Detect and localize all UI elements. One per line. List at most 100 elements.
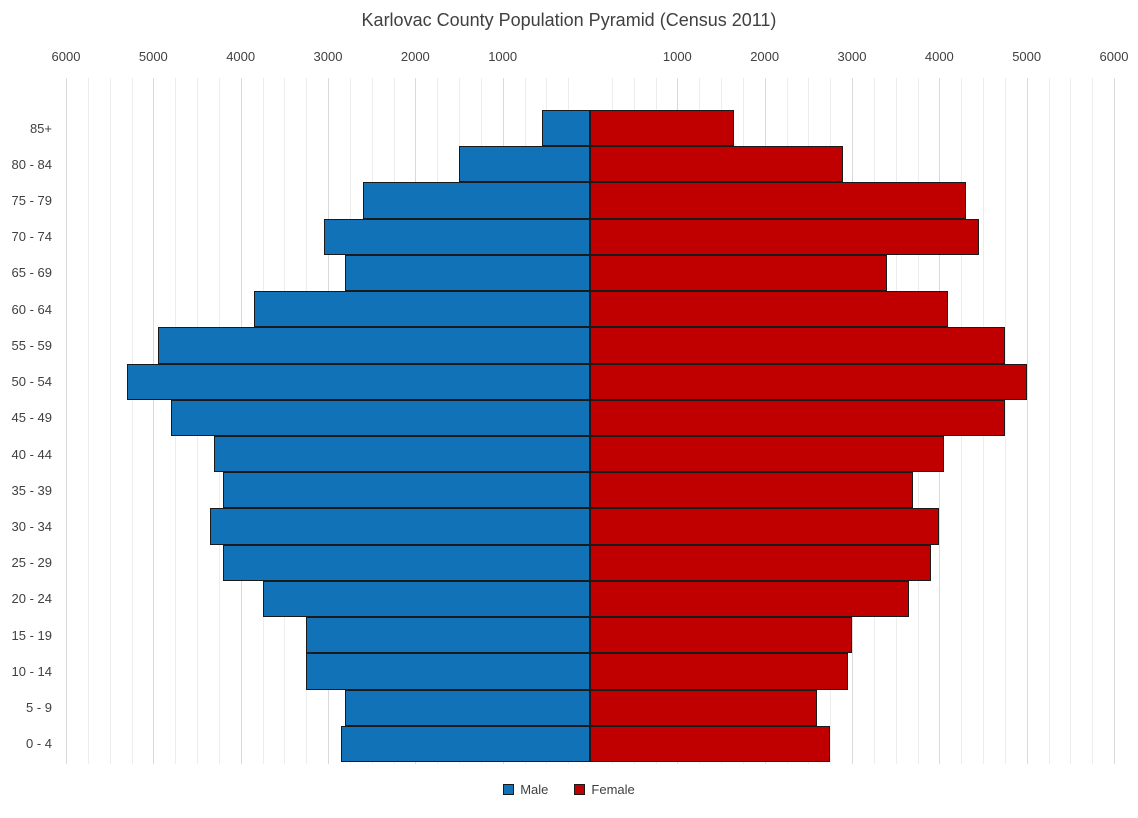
pyramid-row	[66, 399, 1114, 436]
bars-region	[66, 110, 1114, 762]
female-bar	[590, 653, 848, 690]
axis-tick-label: 4000	[924, 49, 954, 64]
male-bar	[362, 182, 590, 219]
pyramid-row	[66, 544, 1114, 581]
category-label: 55 - 59	[11, 337, 52, 353]
female-swatch	[574, 784, 586, 795]
male-swatch	[503, 784, 515, 795]
category-label: 10 - 14	[11, 663, 52, 679]
male-bar	[157, 327, 590, 364]
pyramid-row	[66, 291, 1114, 328]
category-label: 45 - 49	[11, 410, 52, 426]
male-bar	[210, 508, 590, 545]
pyramid-row	[66, 653, 1114, 690]
male-bar	[253, 291, 590, 328]
pyramid-row	[66, 327, 1114, 364]
category-label: 0 - 4	[25, 736, 52, 752]
female-bar	[590, 435, 944, 473]
category-label: 40 - 44	[11, 446, 52, 462]
axis-tick-label: 2000	[750, 49, 780, 64]
female-bar	[590, 399, 1005, 436]
minor-gridline	[131, 78, 133, 764]
minor-gridline	[1048, 78, 1050, 764]
pyramid-row	[66, 472, 1114, 509]
male-bar	[323, 218, 590, 255]
major-gridline	[66, 78, 67, 764]
male-bar	[170, 399, 590, 436]
minor-gridline	[109, 78, 111, 764]
minor-gridline	[1004, 78, 1006, 764]
axis-tick-label: 1000	[488, 49, 518, 64]
female-bar	[590, 544, 931, 581]
category-label: 50 - 54	[11, 374, 52, 390]
female-bar	[590, 689, 818, 726]
female-bar	[590, 182, 966, 219]
male-bar	[459, 146, 590, 183]
pyramid-row	[66, 725, 1114, 762]
legend-item-male: Male	[503, 782, 548, 797]
major-gridline	[153, 78, 155, 764]
legend: Male Female	[0, 782, 1138, 797]
female-bar	[590, 218, 979, 255]
plot-area	[66, 78, 1115, 764]
male-bar	[223, 544, 590, 581]
category-label: 15 - 19	[11, 627, 52, 643]
male-bar	[345, 254, 590, 292]
category-label: 70 - 74	[11, 229, 52, 245]
pyramid-row	[66, 580, 1114, 618]
female-bar	[590, 291, 949, 328]
pyramid-row	[66, 617, 1114, 654]
female-bar	[590, 617, 852, 654]
category-label: 30 - 34	[11, 519, 52, 535]
pyramid-row	[66, 363, 1114, 400]
pyramid-row	[66, 435, 1114, 473]
male-bar	[127, 363, 590, 400]
female-bar	[590, 327, 1005, 364]
major-gridline	[1026, 78, 1028, 764]
category-label: 35 - 39	[11, 482, 52, 498]
pyramid-row	[66, 146, 1114, 183]
category-label: 5 - 9	[25, 700, 52, 716]
axis-tick-label: 2000	[400, 49, 430, 64]
axis-tick-label: 3000	[837, 49, 867, 64]
minor-gridline	[87, 78, 89, 764]
minor-gridline	[1092, 78, 1094, 764]
category-label: 75 - 79	[11, 193, 52, 209]
male-bar	[306, 653, 590, 690]
male-bar	[223, 472, 590, 509]
pyramid-row	[66, 218, 1114, 255]
axis-tick-label: 6000	[1099, 49, 1129, 64]
female-bar	[590, 580, 909, 618]
legend-male-label: Male	[520, 782, 549, 797]
axis-tick-label: 6000	[51, 49, 81, 64]
axis-tick-label: 4000	[226, 49, 256, 64]
male-bar	[345, 689, 590, 726]
chart-title: Karlovac County Population Pyramid (Cens…	[361, 10, 777, 30]
pyramid-row	[66, 182, 1114, 219]
male-bar	[306, 617, 590, 654]
female-bar	[590, 472, 914, 509]
category-label: 60 - 64	[11, 301, 52, 317]
pyramid-row	[66, 254, 1114, 292]
male-bar	[214, 435, 590, 473]
legend-female-label: Female	[591, 782, 635, 797]
category-axis: 85+ 80 - 84 75 - 79 70 - 74 65 - 69 60 - 64 55…	[0, 110, 58, 762]
axis-tick-label: 5000	[1012, 49, 1042, 64]
pyramid-row	[66, 689, 1114, 726]
category-label: 25 - 29	[11, 555, 52, 571]
minor-gridline	[1070, 78, 1072, 764]
male-bar	[541, 110, 590, 147]
category-label: 80 - 84	[11, 156, 52, 172]
female-bar	[590, 508, 940, 545]
major-gridline	[1114, 78, 1115, 764]
female-bar	[590, 363, 1027, 400]
axis-tick-label: 1000	[662, 49, 692, 64]
category-label: 20 - 24	[11, 591, 52, 607]
female-bar	[590, 146, 844, 183]
category-label: 65 - 69	[11, 265, 52, 281]
legend-item-female: Female	[574, 782, 635, 797]
pyramid-row	[66, 110, 1114, 147]
male-bar	[262, 580, 590, 618]
female-bar	[590, 254, 887, 292]
